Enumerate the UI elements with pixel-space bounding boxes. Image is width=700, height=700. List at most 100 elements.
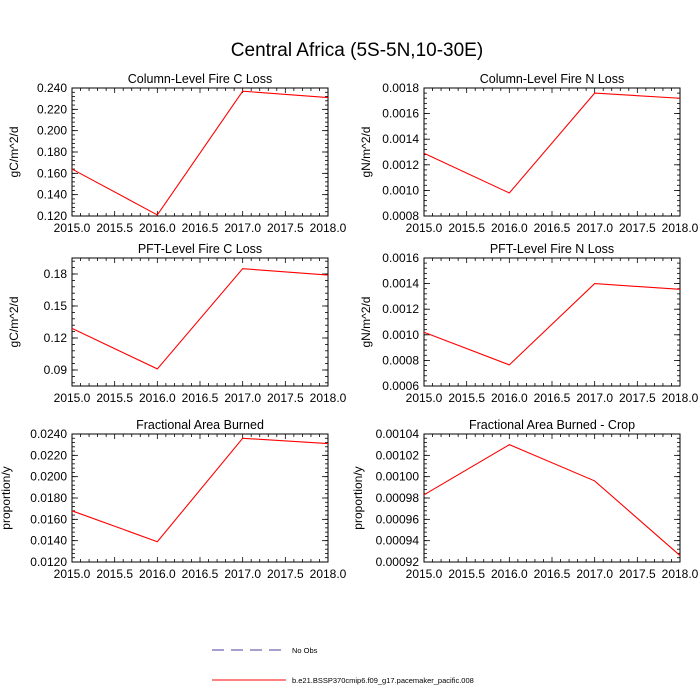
x-tick-label: 2017.0 xyxy=(576,391,613,405)
chart-panel-4: PFT-Level Fire N Loss 2015.0 2015.5 2016.0 2… xyxy=(359,242,699,405)
x-tick-label: 2018.0 xyxy=(310,567,347,581)
x-tick-label: 2017.0 xyxy=(576,221,613,235)
x-tick-label: 2017.5 xyxy=(619,567,656,581)
y-tick-label: 0.00098 xyxy=(376,491,420,505)
y-tick-label: 0.00100 xyxy=(376,470,420,484)
x-tick-label: 2016.0 xyxy=(139,221,176,235)
x-tick-label: 2016.0 xyxy=(139,567,176,581)
x-tick-label: 2015.0 xyxy=(54,391,91,405)
x-tick-label: 2017.0 xyxy=(224,567,261,581)
panel-title: Fractional Area Burned xyxy=(136,418,264,432)
x-tick-label: 2017.5 xyxy=(267,391,304,405)
y-tick-label: 0.0240 xyxy=(30,427,67,441)
y-tick-label: 0.00102 xyxy=(376,448,420,462)
y-tick-label: 0.0010 xyxy=(382,328,419,342)
y-tick-label: 0.160 xyxy=(37,166,67,180)
y-tick-label: 0.0016 xyxy=(382,107,419,121)
y-tick-label: 0.0014 xyxy=(382,277,419,291)
plot-frame xyxy=(71,433,329,563)
y-tick-label: 0.0180 xyxy=(30,491,67,505)
y-tick-label: 0.0012 xyxy=(382,158,419,172)
x-tick-label: 2017.5 xyxy=(619,391,656,405)
y-tick-label: 0.00092 xyxy=(376,555,420,569)
y-tick-label: 0.0012 xyxy=(382,302,419,316)
plot-frame xyxy=(423,433,681,563)
legend: No Obs b.e21.BSSP370cmip6.f09_g17.pacemak… xyxy=(212,646,474,685)
panel-title: PFT-Level Fire N Loss xyxy=(490,242,614,256)
y-tick-label: 0.0016 xyxy=(382,251,419,265)
y-tick-label: 0.0008 xyxy=(382,209,419,223)
x-tick-label: 2018.0 xyxy=(310,221,347,235)
panel-title: PFT-Level Fire C Loss xyxy=(138,242,262,256)
plot-frame xyxy=(71,87,329,217)
y-axis-label: proportion/y xyxy=(351,466,365,529)
x-tick-label: 2015.0 xyxy=(54,221,91,235)
plot-frame xyxy=(71,257,329,387)
y-tick-label: 0.0220 xyxy=(30,448,67,462)
x-tick-label: 2015.5 xyxy=(96,391,133,405)
y-tick-label: 0.0018 xyxy=(382,81,419,95)
x-tick-label: 2016.5 xyxy=(182,391,219,405)
y-tick-label: 0.09 xyxy=(44,363,68,377)
x-tick-label: 2016.0 xyxy=(491,567,528,581)
y-tick-label: 0.18 xyxy=(44,267,68,281)
y-axis-label: gN/m^2/d xyxy=(359,127,373,178)
y-tick-label: 0.0160 xyxy=(30,512,67,526)
y-tick-label: 0.180 xyxy=(37,145,67,159)
x-tick-label: 2015.5 xyxy=(448,567,485,581)
series-line xyxy=(423,283,681,366)
x-tick-label: 2015.5 xyxy=(448,391,485,405)
y-axis-label: gC/m^2/d xyxy=(7,127,21,178)
y-tick-label: 0.0006 xyxy=(382,379,419,393)
chart-panel-5: Fractional Area Burned 2015.0 2015.5 2016.0… xyxy=(0,418,347,581)
y-tick-label: 0.120 xyxy=(37,209,67,223)
series-line xyxy=(71,268,329,370)
x-tick-label: 2015.0 xyxy=(406,221,443,235)
x-tick-label: 2016.5 xyxy=(182,567,219,581)
chart-panel-6: Fractional Area Burned - Crop 2015.0 2015.… xyxy=(351,418,699,581)
series-line xyxy=(423,444,681,557)
x-tick-label: 2017.0 xyxy=(224,221,261,235)
y-tick-label: 0.15 xyxy=(44,299,68,313)
y-tick-label: 0.00104 xyxy=(376,427,420,441)
y-tick-label: 0.240 xyxy=(37,81,67,95)
chart-panel-3: PFT-Level Fire C Loss 2015.0 2015.5 2016.0 2… xyxy=(7,242,347,405)
x-tick-label: 2016.0 xyxy=(491,221,528,235)
legend-label: No Obs xyxy=(292,646,318,655)
y-axis-label: gN/m^2/d xyxy=(359,297,373,348)
x-tick-label: 2018.0 xyxy=(662,391,699,405)
x-tick-label: 2015.5 xyxy=(96,567,133,581)
x-tick-label: 2015.0 xyxy=(406,567,443,581)
y-tick-label: 0.140 xyxy=(37,188,67,202)
y-tick-label: 0.220 xyxy=(37,102,67,116)
y-axis-label: proportion/y xyxy=(0,466,13,529)
x-tick-label: 2015.0 xyxy=(406,391,443,405)
x-tick-label: 2015.5 xyxy=(96,221,133,235)
panel-title: Column-Level Fire N Loss xyxy=(480,72,625,86)
x-tick-label: 2016.5 xyxy=(534,391,571,405)
y-tick-label: 0.00094 xyxy=(376,534,420,548)
x-tick-label: 2018.0 xyxy=(662,567,699,581)
plot-frame xyxy=(423,257,681,387)
x-tick-label: 2016.0 xyxy=(491,391,528,405)
y-tick-label: 0.0008 xyxy=(382,353,419,367)
x-tick-label: 2016.5 xyxy=(534,221,571,235)
series-line xyxy=(71,90,329,216)
x-tick-label: 2017.0 xyxy=(576,567,613,581)
y-axis-label: gC/m^2/d xyxy=(7,297,21,348)
panels-group: Column-Level Fire C Loss 2015.0 2015.5 2016… xyxy=(0,72,699,581)
y-tick-label: 0.00096 xyxy=(376,512,420,526)
x-tick-label: 2015.0 xyxy=(54,567,91,581)
x-tick-label: 2016.5 xyxy=(534,567,571,581)
x-tick-label: 2016.5 xyxy=(182,221,219,235)
x-tick-label: 2017.5 xyxy=(267,567,304,581)
x-tick-label: 2018.0 xyxy=(662,221,699,235)
x-tick-label: 2017.5 xyxy=(619,221,656,235)
panel-title: Column-Level Fire C Loss xyxy=(128,72,273,86)
chart-panel-2: Column-Level Fire N Loss 2015.0 2015.5 2016… xyxy=(359,72,699,235)
y-tick-label: 0.0014 xyxy=(382,132,419,146)
x-tick-label: 2016.0 xyxy=(139,391,176,405)
x-tick-label: 2018.0 xyxy=(310,391,347,405)
series-line xyxy=(423,92,681,194)
